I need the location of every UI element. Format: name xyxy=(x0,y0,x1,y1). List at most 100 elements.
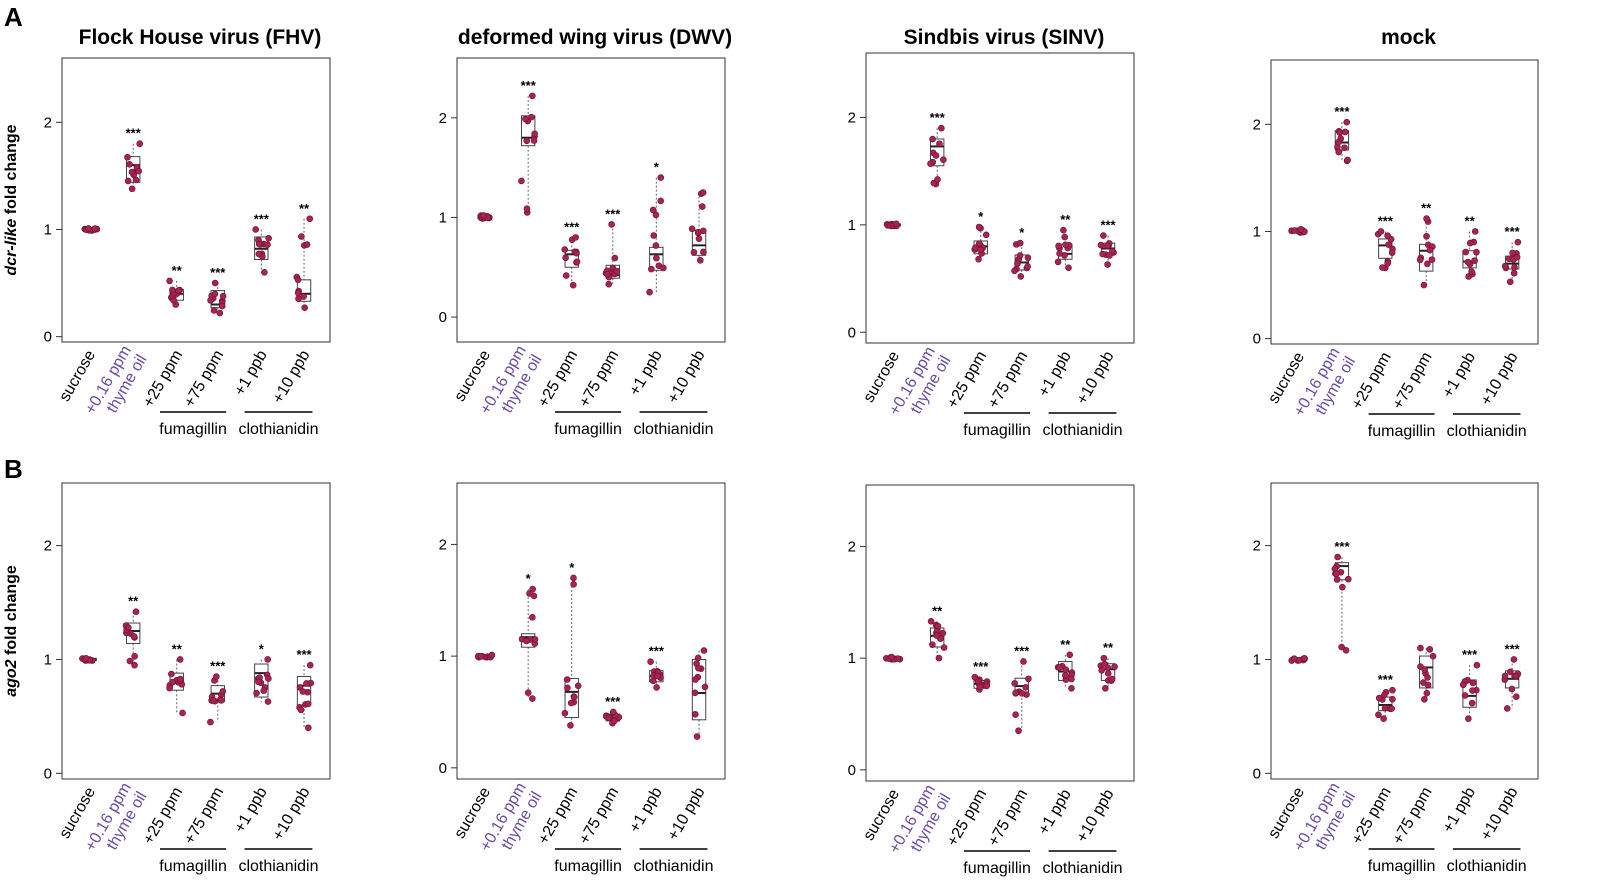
box-5: *** xyxy=(252,211,272,276)
data-point xyxy=(691,689,699,697)
data-point xyxy=(1416,256,1424,264)
data-point xyxy=(477,653,485,660)
category-label-5: +1 ppb xyxy=(1440,349,1479,400)
y-axis-label-gene: dcr-like xyxy=(3,219,20,276)
category-label-line: +1 ppb xyxy=(626,784,665,835)
data-point xyxy=(207,297,214,304)
data-point xyxy=(1103,242,1111,250)
category-label-4: +75 ppm xyxy=(181,785,227,848)
significance-label: *** xyxy=(605,206,621,221)
data-point xyxy=(1471,228,1479,235)
data-point xyxy=(698,203,706,210)
data-point xyxy=(574,682,582,690)
data-point xyxy=(927,160,934,168)
y-tick-label: 1 xyxy=(1253,223,1261,240)
data-point xyxy=(570,574,577,582)
data-point xyxy=(608,221,615,228)
category-label-line: +75 ppm xyxy=(181,785,227,848)
data-point xyxy=(303,241,311,248)
chart-panel-2: deformed wing virus (DWV)012**********su… xyxy=(439,26,732,438)
data-point xyxy=(1473,661,1481,669)
box-6: *** xyxy=(1501,641,1522,712)
data-point xyxy=(294,289,302,297)
data-point xyxy=(255,678,262,686)
category-label-3: +25 ppm xyxy=(140,348,186,411)
box-4: * xyxy=(1011,225,1032,280)
data-point xyxy=(518,177,525,185)
data-point xyxy=(166,277,173,285)
data-point xyxy=(1417,644,1424,652)
category-label-line: +1 ppb xyxy=(231,347,270,398)
data-point xyxy=(1097,241,1105,249)
data-point xyxy=(1468,268,1475,275)
data-point xyxy=(567,699,575,707)
data-point xyxy=(530,592,538,600)
data-point xyxy=(216,309,224,317)
data-point xyxy=(264,698,272,705)
data-point xyxy=(1106,252,1113,259)
data-point xyxy=(1508,685,1516,693)
category-label-line: +10 ppb xyxy=(1074,348,1118,407)
y-tick-label: 1 xyxy=(848,217,856,234)
data-point xyxy=(523,205,531,213)
data-point xyxy=(1012,689,1019,697)
data-point xyxy=(166,684,173,692)
data-point xyxy=(1509,249,1516,257)
data-point xyxy=(1388,249,1396,256)
group-label: clothianidin xyxy=(1042,860,1122,877)
data-point xyxy=(1384,260,1391,267)
box-iqr xyxy=(1419,655,1434,689)
category-label-line: +75 ppm xyxy=(1390,350,1436,413)
data-point xyxy=(124,153,131,161)
data-point xyxy=(1424,681,1432,689)
data-point xyxy=(1301,655,1308,662)
category-label-line: +25 ppm xyxy=(140,785,186,848)
plot-frame xyxy=(1270,482,1539,780)
data-point xyxy=(85,225,92,232)
category-label-line: +75 ppm xyxy=(985,787,1031,850)
data-point xyxy=(701,683,709,691)
data-point xyxy=(654,672,661,680)
data-point xyxy=(940,644,948,651)
y-tick-label: 2 xyxy=(848,109,856,126)
data-point xyxy=(298,233,305,240)
data-point xyxy=(1338,643,1345,651)
data-point xyxy=(1098,666,1105,674)
data-point xyxy=(297,706,305,714)
data-point xyxy=(695,235,703,242)
data-point xyxy=(1424,674,1431,681)
panel-letter-a: A xyxy=(4,2,23,32)
data-point xyxy=(609,708,617,716)
category-label-5: +1 ppb xyxy=(626,347,665,398)
box-5: * xyxy=(646,160,667,296)
data-point xyxy=(1426,246,1434,254)
data-point xyxy=(975,255,982,263)
box-4: *** xyxy=(602,694,623,727)
chart-title: Sindbis virus (SINV) xyxy=(904,26,1105,49)
category-label-line: +10 ppb xyxy=(1478,784,1522,843)
box-5: *** xyxy=(647,644,665,691)
data-point xyxy=(1469,679,1477,687)
data-point xyxy=(522,115,529,123)
significance-label: * xyxy=(569,560,575,575)
data-point xyxy=(573,249,580,257)
data-point xyxy=(1014,260,1021,267)
group-label: fumagillin xyxy=(159,421,227,438)
data-point xyxy=(1111,663,1118,671)
category-label-line: +1 ppb xyxy=(1035,348,1074,399)
significance-label: *** xyxy=(1014,643,1030,658)
data-point xyxy=(929,135,936,143)
box-3: * xyxy=(971,209,990,263)
category-label-4: +75 ppm xyxy=(985,349,1031,412)
data-point xyxy=(1389,686,1396,694)
data-point xyxy=(1017,273,1025,280)
data-point xyxy=(1020,658,1027,665)
data-point xyxy=(650,232,658,239)
data-point xyxy=(1297,226,1305,233)
data-point xyxy=(649,677,657,685)
data-point xyxy=(1423,215,1430,222)
significance-label: ** xyxy=(1060,212,1071,227)
y-tick-label: 2 xyxy=(848,538,856,555)
data-point xyxy=(1381,704,1389,712)
plot-frame xyxy=(61,57,331,343)
